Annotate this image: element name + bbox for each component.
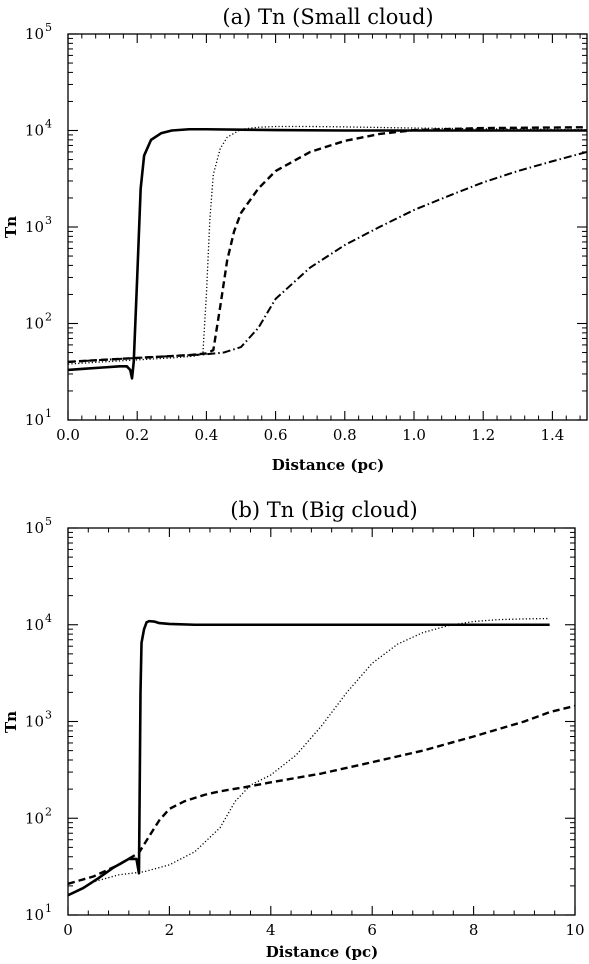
y-tick-exponent: 3: [45, 709, 52, 722]
x-tick-label: 1.0: [402, 426, 426, 444]
x-tick-labels: 0 2 4 6 8 10: [63, 921, 584, 939]
y-axis-label: Tn: [2, 216, 20, 238]
y-tick-label: 10: [25, 122, 44, 140]
panel-small-cloud: (a) Tn (Small cloud) 0.0 0.2 0.4 0.6 0.8 1.0 1…: [2, 5, 588, 474]
x-tick-label: 4: [266, 921, 276, 939]
axis-ticks: [67, 33, 587, 421]
series-line-solid: [67, 127, 587, 380]
x-tick-label: 2: [165, 921, 175, 939]
x-tick-label: 0.0: [56, 426, 80, 444]
y-tick-exponent: 1: [45, 407, 52, 420]
y-tick-label: 10: [25, 616, 44, 634]
series-line-dashed: [67, 126, 588, 364]
x-tick-label: 0.6: [264, 426, 288, 444]
y-tick-exponent: 5: [45, 515, 52, 528]
y-tick-label: 10: [25, 315, 44, 333]
y-tick-exponent: 4: [45, 612, 52, 625]
y-tick-label: 10: [25, 25, 44, 43]
x-axis-label: Distance (pc): [266, 943, 378, 961]
y-tick-label: 10: [25, 411, 44, 429]
x-tick-label: 0.8: [333, 426, 357, 444]
y-axis-label: Tn: [2, 711, 20, 733]
y-tick-exponent: 5: [45, 21, 52, 34]
y-tick-exponent: 2: [45, 311, 52, 324]
series-line-dotted: [67, 617, 550, 896]
y-tick-label: 10: [25, 519, 44, 537]
plot-frame: [67, 527, 576, 916]
x-tick-label: 6: [367, 921, 377, 939]
x-tick-label: 1.2: [471, 426, 495, 444]
chart-title: (b) Tn (Big cloud): [230, 498, 417, 522]
series-line-dashed: [67, 704, 576, 885]
chart-title: (a) Tn (Small cloud): [222, 5, 433, 29]
x-tick-labels: 0.0 0.2 0.4 0.6 0.8 1.0 1.2 1.4: [56, 426, 564, 444]
y-tick-exponent: 4: [45, 118, 52, 131]
series-group: [67, 125, 588, 380]
x-tick-label: 0: [63, 921, 73, 939]
x-tick-label: 8: [469, 921, 479, 939]
axis-ticks: [67, 527, 576, 916]
y-tick-label: 10: [25, 906, 44, 924]
x-axis-label: Distance (pc): [272, 456, 384, 474]
series-group: [67, 617, 576, 897]
x-tick-label: 0.4: [194, 426, 218, 444]
x-tick-label: 0.2: [125, 426, 149, 444]
x-tick-label: 1.4: [540, 426, 564, 444]
y-tick-exponent: 3: [45, 214, 52, 227]
y-tick-label: 10: [25, 713, 44, 731]
series-line-solid: [67, 619, 550, 897]
panel-big-cloud: (b) Tn (Big cloud) 0 2 4 6 8 10 10 110 210 310 41…: [2, 498, 585, 961]
y-tick-exponent: 2: [45, 805, 52, 818]
x-tick-label: 10: [565, 921, 584, 939]
plot-frame: [67, 33, 588, 421]
y-tick-label: 10: [25, 809, 44, 827]
series-line-dotted: [67, 125, 588, 365]
y-tick-exponent: 1: [45, 902, 52, 915]
series-line-dashdot: [67, 150, 588, 363]
y-tick-label: 10: [25, 218, 44, 236]
